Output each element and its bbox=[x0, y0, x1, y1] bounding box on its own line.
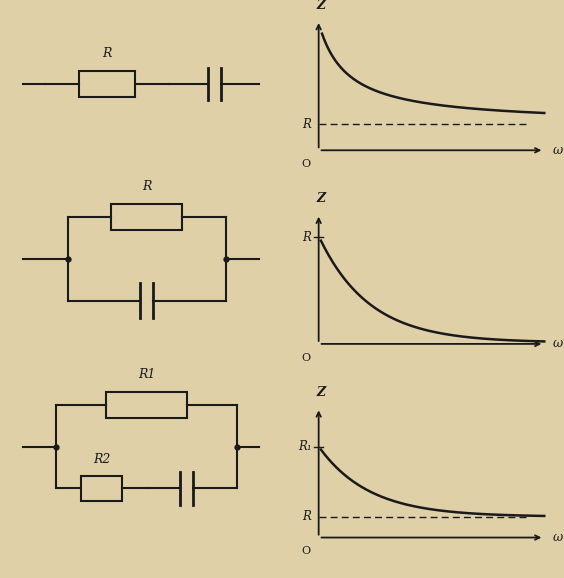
Text: Z: Z bbox=[317, 192, 326, 205]
Bar bbox=[106, 392, 187, 417]
Text: R2: R2 bbox=[93, 453, 110, 466]
Text: R: R bbox=[302, 510, 311, 523]
Text: R: R bbox=[302, 118, 311, 131]
Text: Z: Z bbox=[317, 0, 326, 12]
Bar bbox=[79, 71, 135, 97]
Bar bbox=[81, 476, 122, 501]
Text: O: O bbox=[301, 159, 310, 169]
Text: Z: Z bbox=[317, 386, 326, 399]
Text: R1: R1 bbox=[138, 368, 155, 381]
Text: ω: ω bbox=[553, 144, 563, 157]
Text: R₁: R₁ bbox=[298, 440, 311, 453]
Text: R: R bbox=[302, 231, 311, 244]
Text: ω: ω bbox=[553, 338, 563, 350]
Bar bbox=[111, 203, 182, 229]
Text: O: O bbox=[301, 353, 310, 362]
Text: ω: ω bbox=[553, 531, 563, 544]
Text: R: R bbox=[142, 180, 151, 193]
Text: O: O bbox=[301, 546, 310, 556]
Text: R: R bbox=[103, 47, 112, 61]
